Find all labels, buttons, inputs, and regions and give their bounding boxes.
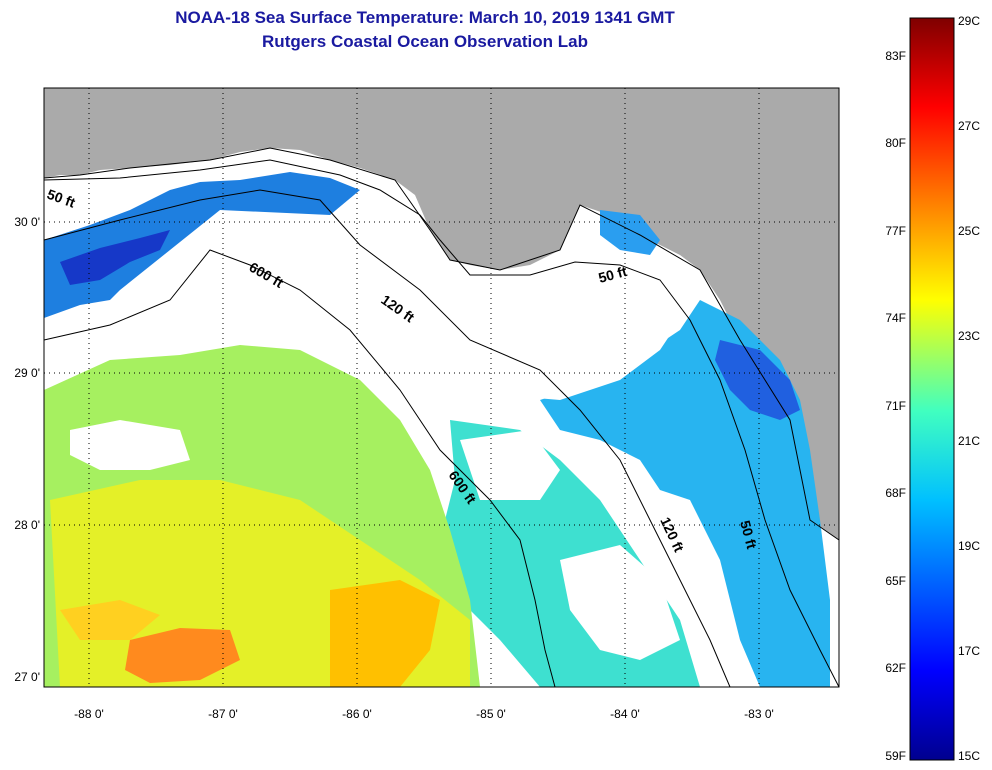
- cloud-west: [70, 420, 190, 470]
- colorbar-f-labels: 83F 80F 77F 74F 71F 68F 65F 62F 59F: [885, 49, 906, 763]
- lat-labels: 30 0' 29 0' 28 0' 27 0': [14, 215, 40, 684]
- warm-patch-far-sw: [60, 600, 160, 640]
- colorbar-c-label: 27C: [958, 119, 980, 133]
- cool-water-nw: [44, 172, 360, 318]
- lon-label: -87 0': [208, 707, 238, 721]
- colorbar-f-label: 68F: [885, 486, 906, 500]
- colorbar-c-label: 19C: [958, 539, 980, 553]
- sst-field: [44, 88, 839, 687]
- lon-label: -86 0': [342, 707, 372, 721]
- cold-water-nw-core: [60, 230, 170, 285]
- colorbar-f-label: 83F: [885, 49, 906, 63]
- warmest-patch-sw: [125, 628, 240, 683]
- contour-120ft: [43, 189, 731, 688]
- map-subtitle: Rutgers Coastal Ocean Observation Lab: [262, 32, 588, 51]
- colorbar-f-label: 65F: [885, 574, 906, 588]
- map-frame: [43, 87, 840, 688]
- map-title: NOAA-18 Sea Surface Temperature: March 1…: [175, 8, 675, 27]
- colorbar-c-label: 23C: [958, 329, 980, 343]
- land-mass: [44, 88, 839, 540]
- lon-label: -88 0': [74, 707, 104, 721]
- warm-patch-south: [330, 580, 440, 687]
- colorbar-c-label: 25C: [958, 224, 980, 238]
- lon-labels: -88 0' -87 0' -86 0' -85 0' -84 0' -83 0…: [74, 707, 774, 721]
- coastline: [43, 147, 840, 541]
- colorbar-f-label: 80F: [885, 136, 906, 150]
- contour-label: 50 ft: [737, 519, 760, 551]
- lon-label: -84 0': [610, 707, 640, 721]
- colorbar-f-label: 77F: [885, 224, 906, 238]
- colorbar-f-label: 71F: [885, 399, 906, 413]
- colorbar: [909, 17, 955, 761]
- colorbar-c-label: 29C: [958, 14, 980, 28]
- colorbar-f-label: 74F: [885, 311, 906, 325]
- cloud-south: [560, 545, 680, 660]
- cool-water-ne: [600, 210, 660, 255]
- colorbar-c-labels: 29C 27C 25C 23C 21C 19C 17C 15C: [958, 14, 980, 763]
- lon-label: -85 0': [476, 707, 506, 721]
- contour-label: 50 ft: [597, 263, 629, 286]
- lat-label: 29 0': [14, 366, 40, 380]
- lat-label: 27 0': [14, 670, 40, 684]
- cloud-east: [460, 430, 560, 500]
- lon-label: -83 0': [744, 707, 774, 721]
- lat-label: 28 0': [14, 518, 40, 532]
- cold-water-coastal: [715, 340, 800, 420]
- lat-label: 30 0': [14, 215, 40, 229]
- colorbar-f-label: 59F: [885, 749, 906, 763]
- contour-600ft: [43, 249, 556, 688]
- contour-50ft: [43, 159, 840, 688]
- colorbar-f-label: 62F: [885, 661, 906, 675]
- colorbar-c-label: 15C: [958, 749, 980, 763]
- colorbar-c-label: 17C: [958, 644, 980, 658]
- colorbar-c-label: 21C: [958, 434, 980, 448]
